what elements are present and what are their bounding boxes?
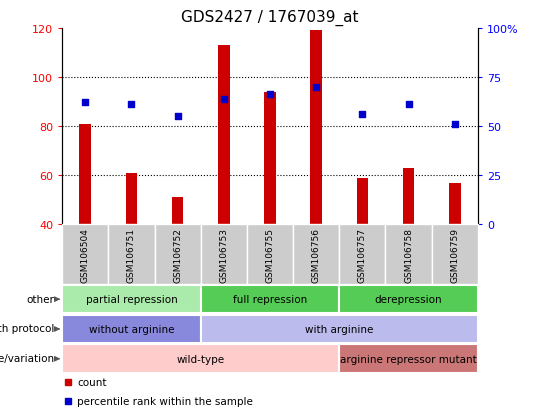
Text: GSM106758: GSM106758 bbox=[404, 228, 413, 282]
Text: other: other bbox=[27, 294, 55, 304]
FancyBboxPatch shape bbox=[62, 225, 109, 285]
FancyBboxPatch shape bbox=[201, 315, 478, 344]
Text: GSM106756: GSM106756 bbox=[312, 228, 321, 282]
FancyBboxPatch shape bbox=[154, 225, 201, 285]
Text: count: count bbox=[77, 377, 107, 387]
Text: GSM106753: GSM106753 bbox=[219, 228, 228, 282]
FancyBboxPatch shape bbox=[201, 285, 339, 314]
Bar bbox=[79, 124, 91, 225]
FancyBboxPatch shape bbox=[293, 225, 339, 285]
FancyBboxPatch shape bbox=[386, 225, 431, 285]
Point bbox=[219, 97, 228, 103]
Point bbox=[173, 114, 182, 120]
Text: GSM106504: GSM106504 bbox=[80, 228, 90, 282]
Point bbox=[266, 92, 274, 98]
FancyBboxPatch shape bbox=[109, 225, 154, 285]
Point bbox=[450, 121, 459, 128]
FancyBboxPatch shape bbox=[62, 285, 201, 314]
Bar bbox=[403, 169, 414, 225]
FancyBboxPatch shape bbox=[62, 344, 339, 373]
FancyBboxPatch shape bbox=[339, 285, 478, 314]
Text: GSM106755: GSM106755 bbox=[266, 228, 274, 282]
Bar bbox=[356, 178, 368, 225]
Point bbox=[312, 84, 321, 91]
FancyBboxPatch shape bbox=[339, 344, 478, 373]
Text: arginine repressor mutant: arginine repressor mutant bbox=[340, 354, 477, 364]
Point bbox=[404, 102, 413, 108]
Bar bbox=[264, 93, 276, 225]
Title: GDS2427 / 1767039_at: GDS2427 / 1767039_at bbox=[181, 10, 359, 26]
FancyBboxPatch shape bbox=[62, 315, 201, 344]
Point bbox=[127, 102, 136, 108]
Text: partial repression: partial repression bbox=[85, 294, 177, 304]
Point bbox=[358, 111, 367, 118]
Bar bbox=[449, 183, 461, 225]
FancyBboxPatch shape bbox=[201, 225, 247, 285]
Text: wild-type: wild-type bbox=[177, 354, 225, 364]
Text: genotype/variation: genotype/variation bbox=[0, 353, 55, 363]
Text: GSM106759: GSM106759 bbox=[450, 228, 460, 282]
Text: full repression: full repression bbox=[233, 294, 307, 304]
Text: with arginine: with arginine bbox=[305, 324, 374, 334]
Bar bbox=[218, 46, 230, 225]
Point bbox=[81, 99, 90, 106]
Text: GSM106752: GSM106752 bbox=[173, 228, 182, 282]
Text: percentile rank within the sample: percentile rank within the sample bbox=[77, 396, 253, 406]
Text: without arginine: without arginine bbox=[89, 324, 174, 334]
Bar bbox=[310, 31, 322, 225]
Text: GSM106751: GSM106751 bbox=[127, 228, 136, 282]
FancyBboxPatch shape bbox=[431, 225, 478, 285]
Text: GSM106757: GSM106757 bbox=[358, 228, 367, 282]
Text: derepression: derepression bbox=[375, 294, 442, 304]
FancyBboxPatch shape bbox=[339, 225, 386, 285]
FancyBboxPatch shape bbox=[247, 225, 293, 285]
Bar bbox=[172, 198, 184, 225]
Text: growth protocol: growth protocol bbox=[0, 323, 55, 334]
Bar bbox=[126, 173, 137, 225]
